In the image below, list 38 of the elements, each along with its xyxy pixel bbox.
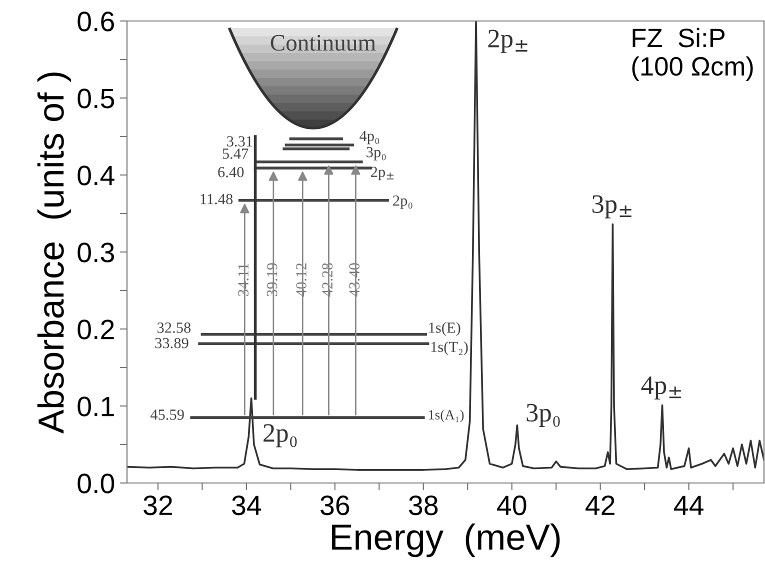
annotation: 32.58 (158, 322, 191, 333)
x-axis-title: Energy (meV) (332, 523, 560, 558)
x-tick-label: 36 (320, 496, 350, 516)
y-axis-title: Absorbance (units of ) (37, 72, 72, 434)
annotation: 1s(A₁) (429, 410, 464, 422)
x-tick-label: 32 (144, 496, 172, 516)
x-tick-label: 40 (497, 496, 526, 516)
annotation: 6.40 (218, 166, 244, 178)
annotation: 2p$_{±}$ (488, 30, 528, 53)
annotation: 33.89 (155, 338, 188, 348)
y-tick-label: 0.4 (78, 166, 114, 186)
y-tick-label: 0.5 (78, 88, 114, 108)
annotation: 4p₀ (360, 130, 380, 144)
annotation: 1s(T₂) (431, 341, 468, 356)
x-tick-label: 38 (408, 496, 438, 516)
annotation: 2p₀ (264, 424, 297, 448)
annotation: 11.48 (200, 194, 233, 204)
annotation: 45.59 (150, 410, 184, 420)
x-tick-label: 42 (586, 496, 614, 515)
x-tick-label: 34 (232, 496, 262, 516)
annotation: FZ Si:P (100 Ωcm) (632, 28, 753, 81)
annotation: Continuum (270, 34, 376, 51)
annotation: 5.47 (222, 148, 248, 159)
y-tick-label: 0.1 (78, 396, 114, 416)
annotation: 1s(E) (429, 322, 460, 336)
y-tick-label: 0.2 (78, 320, 114, 340)
annotation: 3.31 (227, 136, 252, 147)
annotation: 3p$_{±}$ (592, 195, 632, 218)
y-tick-label: 0.3 (78, 242, 114, 262)
annotation: 2p$_{±}$ (370, 166, 394, 180)
x-tick-label: 44 (674, 496, 704, 515)
annotation: 3p₀ (526, 404, 560, 427)
y-tick-label: 0.6 (78, 12, 114, 32)
annotation: 42.28 (322, 263, 333, 297)
y-tick-label: 0.0 (78, 474, 114, 494)
annotation: 2p₀ (393, 196, 412, 209)
annotation: 3p₀ (366, 146, 386, 160)
annotation: 4p$_{±}$ (641, 376, 681, 400)
